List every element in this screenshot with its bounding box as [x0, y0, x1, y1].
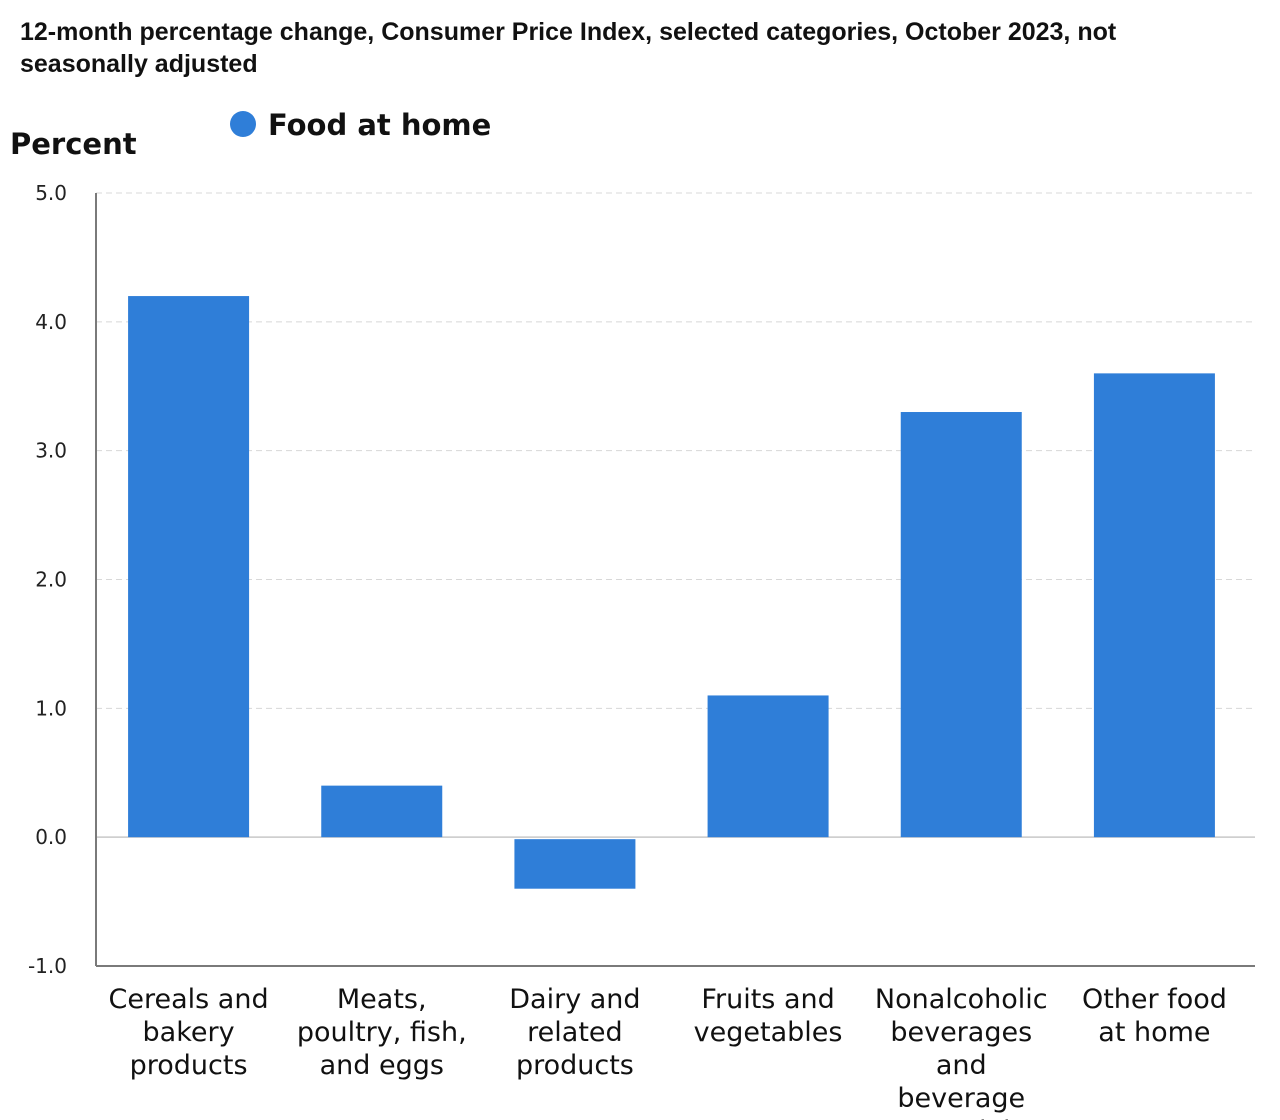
- x-category-label: Meats, poultry, fish, and eggs: [297, 984, 467, 1081]
- y-tick-label: 5.0: [35, 181, 67, 205]
- y-tick-label: 2.0: [35, 568, 67, 592]
- y-tick-label: 1.0: [35, 696, 67, 720]
- x-category-label: Other food at home: [1082, 984, 1227, 1048]
- y-tick-label: -1.0: [28, 954, 67, 978]
- x-category-label: Cereals and bakery products: [109, 984, 269, 1081]
- y-tick-label: 0.0: [35, 825, 67, 849]
- bar[interactable]: [128, 296, 250, 838]
- bar[interactable]: [321, 785, 443, 838]
- bar[interactable]: [900, 412, 1022, 838]
- legend-label[interactable]: Food at home: [268, 108, 491, 142]
- x-category-label: Fruits and vegetables: [694, 984, 843, 1048]
- bar[interactable]: [514, 839, 636, 889]
- bar[interactable]: [1093, 373, 1215, 838]
- x-category-label: Nonalcoholicbeveragesandbeveragematerial…: [875, 984, 1048, 1120]
- y-tick-label: 3.0: [35, 439, 67, 463]
- chart-title: 12-month percentage change, Consumer Pri…: [20, 18, 1117, 78]
- y-axis-label: Percent: [10, 127, 137, 161]
- x-category-label: Dairy and related products: [509, 984, 640, 1081]
- legend-marker: [230, 111, 256, 137]
- bar[interactable]: [707, 695, 829, 838]
- y-tick-label: 4.0: [35, 310, 67, 334]
